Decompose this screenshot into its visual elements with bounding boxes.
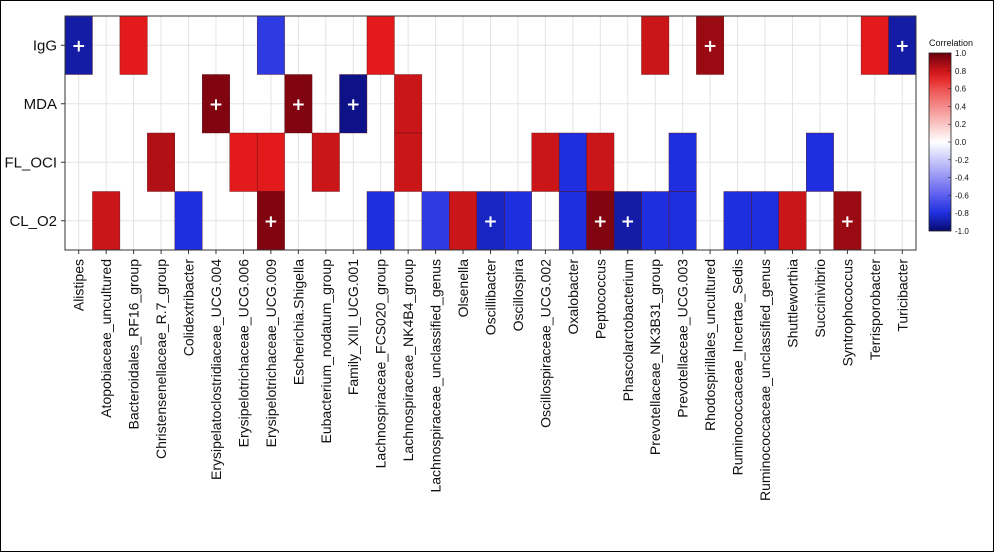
x-tick-label: Erysipelotrichaceae_UCG.009: [263, 259, 279, 448]
significance-mark: +: [621, 212, 635, 232]
x-tick-label: Prevotellaceae_NK3B31_group: [647, 259, 663, 455]
significance-mark: +: [291, 95, 305, 115]
x-tick-label: Phascolarctobacterium: [620, 259, 636, 401]
heatmap-cell: [284, 74, 313, 134]
x-tick-label: Alistipes: [71, 259, 87, 311]
x-tick-label: Syntrophococcus: [839, 259, 855, 366]
heatmap-cell: [668, 191, 697, 251]
heatmap-cell: [394, 74, 423, 134]
x-tick-label: Lachnospiraceae_FCS020_group: [373, 259, 389, 469]
heatmap-cell: [696, 15, 725, 75]
heatmap-cell: [64, 15, 93, 75]
heatmap-cell: [229, 132, 258, 192]
heatmap-cell: [641, 191, 670, 251]
y-tick-label: IgG: [33, 37, 57, 54]
significance-mark: +: [209, 95, 223, 115]
legend-tick-label: -0.6: [955, 191, 969, 200]
x-tick-label: Oscillospira: [510, 259, 526, 332]
x-tick-label: Terrisporobacter: [867, 259, 883, 360]
heatmap-cell: [92, 191, 121, 251]
x-tick-label: Ruminococcaceae_Incertae_Sedis: [730, 259, 746, 475]
heatmap-cell: [366, 191, 395, 251]
x-tick-label: Olsenella: [455, 259, 471, 318]
significance-mark: +: [895, 36, 909, 56]
heatmap-cell: [668, 132, 697, 192]
x-tick-label: Bacteroidales_RF16_group: [126, 259, 142, 430]
significance-mark: +: [72, 36, 86, 56]
y-tick-label: MDA: [24, 96, 57, 113]
x-tick-label: Erysipelotrichaceae_UCG.006: [235, 259, 251, 448]
legend-tick-label: 0.2: [955, 120, 967, 129]
x-tick-label: Peptococcus: [592, 259, 608, 339]
y-tick-label: CL_O2: [9, 213, 57, 230]
x-tick-label: Christensenellaceae_R.7_group: [153, 259, 169, 459]
heatmap-cell: [778, 191, 807, 251]
x-tick-label: Succinivibrio: [812, 259, 828, 338]
legend-tick-label: -0.4: [955, 174, 969, 183]
x-tick-label: Erysipelatoclostridiaceae_UCG.004: [208, 259, 224, 480]
legend-tick-label: 0.0: [955, 138, 967, 147]
x-tick-label: Shuttleworthia: [784, 259, 800, 348]
heatmap-cell: [339, 74, 368, 134]
heatmap-cell: [476, 191, 505, 251]
heatmap-cell: [504, 191, 532, 251]
heatmap-cell: [558, 132, 587, 192]
legend-tick-label: 0.4: [955, 102, 967, 111]
heatmap-cell: [613, 191, 642, 251]
legend-tick-label: -0.8: [955, 209, 969, 218]
legend-tick-label: 0.8: [955, 67, 967, 76]
legend-tick-label: 0.6: [955, 85, 967, 94]
heatmap-cell: [833, 191, 862, 251]
legend-tick-label: 1.0: [955, 49, 967, 58]
significance-mark: +: [346, 95, 360, 115]
x-tick-label: Prevotellaceae_UCG.003: [675, 259, 691, 418]
x-tick-label: Colidextribacter: [181, 259, 197, 357]
heatmap-cell: [421, 191, 450, 251]
x-tick-label: Lachnospiraceae_NK4B4_group: [400, 259, 416, 462]
heatmap-cell: [256, 132, 285, 192]
heatmap-cell: [202, 74, 230, 134]
x-tick-label: Ruminococcaceae_unclassified_genus: [757, 259, 773, 501]
significance-mark: +: [840, 212, 854, 232]
x-tick-label: Escherichia.Shigella: [290, 259, 306, 385]
heatmap-cell: [641, 15, 670, 75]
heatmap-cell: [751, 191, 779, 251]
y-tick-label: FL_OCI: [4, 154, 57, 171]
legend-tick-label: -0.2: [955, 156, 969, 165]
heatmap-cell: [311, 132, 340, 192]
x-tick-label: Oxalobacter: [565, 259, 581, 335]
legend-title: Correlation: [929, 38, 973, 48]
significance-mark: +: [593, 212, 607, 232]
x-tick-label: Turicibacter: [894, 259, 910, 332]
heatmap-cell: [531, 132, 560, 192]
heatmap-cell: [174, 191, 203, 251]
x-tick-label: Family_XIII_UCG.001: [345, 259, 361, 395]
x-tick-label: Eubacterium_nodatum_group: [318, 259, 334, 444]
x-tick-label: Oscillospiraceae_UCG.002: [537, 259, 553, 428]
heatmap-cell: [805, 132, 834, 192]
heatmap-cell: [449, 191, 477, 251]
legend-tick-label: -1.0: [955, 227, 969, 236]
heatmap-cell: [147, 132, 176, 192]
x-tick-label: Lachnospiraceae_unclassified_genus: [428, 259, 444, 493]
heatmap-cell: [256, 15, 285, 75]
heatmap-cell: [119, 15, 148, 75]
heatmap-cell: [558, 191, 587, 251]
heatmap-cell: [723, 191, 752, 251]
significance-mark: +: [483, 212, 497, 232]
significance-mark: +: [264, 212, 278, 232]
heatmap-cell: [394, 132, 423, 192]
heatmap-cell: [366, 15, 395, 75]
significance-mark: +: [703, 36, 717, 56]
x-tick-label: Rhodospirillales_uncultured: [702, 259, 718, 431]
x-tick-label: Atopobiaceae_uncultured: [98, 259, 114, 418]
legend-colorbar: [928, 52, 952, 232]
heatmap-cell: [860, 15, 889, 75]
heatmap-cell: [586, 132, 615, 192]
x-tick-label: Oscillibacter: [483, 259, 499, 336]
